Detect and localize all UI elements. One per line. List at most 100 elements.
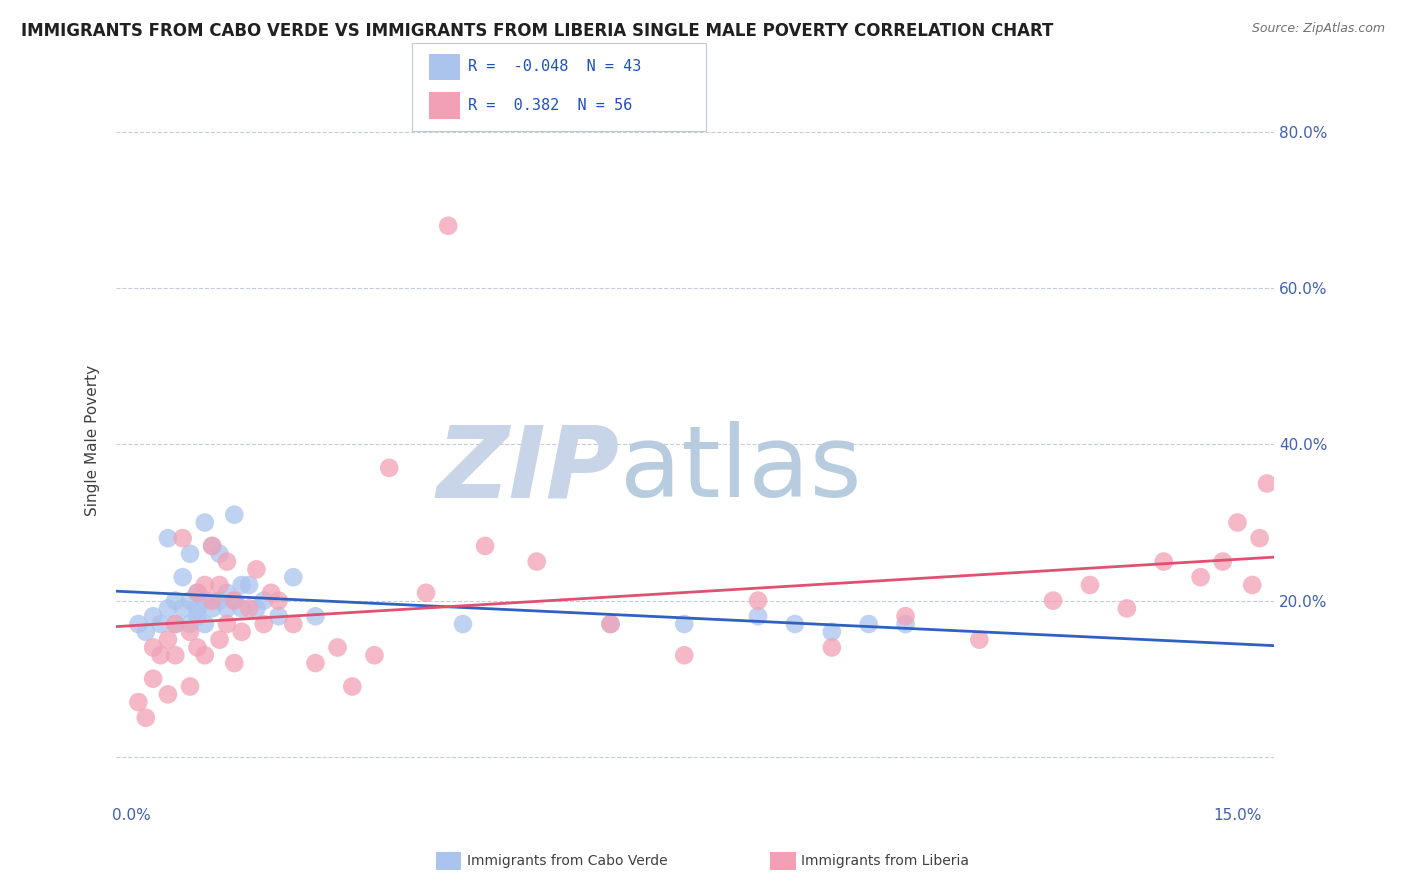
Point	[172, 531, 194, 545]
Text: R =  -0.048  N = 43: R = -0.048 N = 43	[468, 60, 641, 74]
Point	[1226, 516, 1249, 530]
Point	[208, 632, 231, 647]
Point	[415, 586, 437, 600]
Y-axis label: Single Male Poverty: Single Male Poverty	[86, 365, 100, 516]
Point	[231, 624, 253, 639]
Point	[179, 617, 201, 632]
Point	[1189, 570, 1212, 584]
Point	[224, 593, 246, 607]
Point	[127, 695, 149, 709]
Point	[894, 609, 917, 624]
Point	[142, 609, 165, 624]
Text: atlas: atlas	[620, 421, 862, 518]
Point	[267, 593, 290, 607]
Point	[186, 586, 208, 600]
Point	[451, 617, 474, 632]
Point	[378, 461, 401, 475]
Point	[474, 539, 496, 553]
Point	[194, 648, 217, 663]
Point	[326, 640, 349, 655]
Point	[245, 562, 267, 576]
Point	[1115, 601, 1137, 615]
Point	[194, 593, 217, 607]
Point	[747, 593, 769, 607]
Point	[304, 609, 326, 624]
Point	[215, 617, 238, 632]
Point	[215, 586, 238, 600]
Point	[1042, 593, 1064, 607]
Point	[201, 593, 224, 607]
Point	[1078, 578, 1101, 592]
Point	[260, 586, 283, 600]
Point	[1153, 555, 1175, 569]
Point	[135, 624, 157, 639]
Point	[599, 617, 621, 632]
Point	[165, 617, 187, 632]
Point	[526, 555, 548, 569]
Point	[599, 617, 621, 632]
Point	[363, 648, 385, 663]
Point	[142, 640, 165, 655]
Point	[156, 687, 179, 701]
Point	[165, 617, 187, 632]
Point	[208, 593, 231, 607]
Point	[156, 601, 179, 615]
Point	[186, 640, 208, 655]
Point	[858, 617, 880, 632]
Point	[165, 593, 187, 607]
Text: Immigrants from Cabo Verde: Immigrants from Cabo Verde	[467, 854, 668, 868]
Point	[747, 609, 769, 624]
Point	[673, 648, 696, 663]
Point	[194, 578, 217, 592]
Point	[1249, 531, 1271, 545]
Point	[172, 570, 194, 584]
Point	[208, 547, 231, 561]
Point	[267, 609, 290, 624]
Point	[179, 593, 201, 607]
Point	[215, 601, 238, 615]
Point	[673, 617, 696, 632]
Point	[186, 601, 208, 615]
Point	[142, 672, 165, 686]
Point	[245, 601, 267, 615]
Text: IMMIGRANTS FROM CABO VERDE VS IMMIGRANTS FROM LIBERIA SINGLE MALE POVERTY CORREL: IMMIGRANTS FROM CABO VERDE VS IMMIGRANTS…	[21, 22, 1053, 40]
Point	[231, 578, 253, 592]
Point	[253, 593, 276, 607]
Point	[194, 516, 217, 530]
Point	[342, 680, 364, 694]
Point	[821, 624, 844, 639]
Point	[224, 593, 246, 607]
Point	[186, 586, 208, 600]
Point	[304, 656, 326, 670]
Text: Source: ZipAtlas.com: Source: ZipAtlas.com	[1251, 22, 1385, 36]
Point	[437, 219, 460, 233]
Point	[224, 656, 246, 670]
Point	[127, 617, 149, 632]
Point	[283, 570, 305, 584]
Point	[149, 648, 172, 663]
Point	[201, 539, 224, 553]
Point	[194, 617, 217, 632]
Point	[231, 601, 253, 615]
Point	[283, 617, 305, 632]
Point	[179, 680, 201, 694]
Point	[149, 617, 172, 632]
Point	[783, 617, 806, 632]
Point	[135, 711, 157, 725]
Point	[215, 555, 238, 569]
Point	[238, 601, 260, 615]
Point	[224, 508, 246, 522]
Point	[238, 578, 260, 592]
Text: R =  0.382  N = 56: R = 0.382 N = 56	[468, 98, 633, 112]
Point	[208, 578, 231, 592]
Point	[156, 531, 179, 545]
Point	[172, 601, 194, 615]
Point	[821, 640, 844, 655]
Point	[1212, 555, 1234, 569]
Point	[156, 632, 179, 647]
Point	[1256, 476, 1278, 491]
Point	[186, 609, 208, 624]
Text: Immigrants from Liberia: Immigrants from Liberia	[801, 854, 969, 868]
Point	[894, 617, 917, 632]
Text: ZIP: ZIP	[437, 421, 620, 518]
